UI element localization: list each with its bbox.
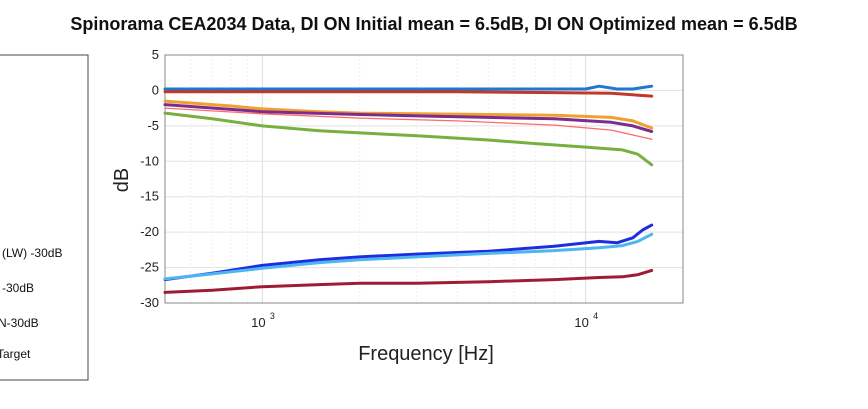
y-tick-label: -25	[140, 260, 159, 275]
y-tick-label: -10	[140, 153, 159, 168]
y-tick-label: -15	[140, 189, 159, 204]
series-line	[163, 111, 654, 167]
series-group	[163, 84, 654, 294]
series-line	[164, 107, 653, 140]
series-line	[163, 268, 654, 294]
series-line	[163, 232, 654, 281]
y-tick-label: 5	[152, 47, 159, 62]
y-axis-label: dB	[111, 168, 133, 192]
legend-box	[0, 54, 89, 381]
legend-entry: N-30dB	[0, 316, 39, 330]
x-tick-exponent: 4	[593, 311, 598, 321]
legend-entry: (LW) -30dB	[2, 246, 62, 260]
grid	[164, 54, 684, 304]
legend-entry: Target	[0, 347, 31, 361]
series-line	[163, 99, 654, 130]
y-tick-label: -20	[140, 224, 159, 239]
plot-area	[164, 54, 684, 304]
x-axis-label: Frequency [Hz]	[358, 343, 494, 365]
series-line	[163, 84, 654, 91]
x-tick-label: 10	[251, 315, 265, 330]
x-tick-exponent: 3	[270, 311, 275, 321]
y-tick-label: 0	[152, 82, 159, 97]
series-line	[163, 223, 654, 282]
tick-labels: 5 0 -5 -10 -15 -20 -25 -30 10 3 10 4	[140, 47, 598, 330]
y-tick-label: -5	[147, 118, 159, 133]
y-tick-label: -30	[140, 295, 159, 310]
series-line	[163, 90, 654, 98]
x-tick-label: 10	[574, 315, 588, 330]
legend: (LW) -30dB -30dB N-30dB Target	[0, 54, 89, 381]
chart-title: Spinorama CEA2034 Data, DI ON Initial me…	[70, 14, 797, 34]
legend-entry: -30dB	[2, 281, 34, 295]
series-line	[163, 103, 654, 133]
